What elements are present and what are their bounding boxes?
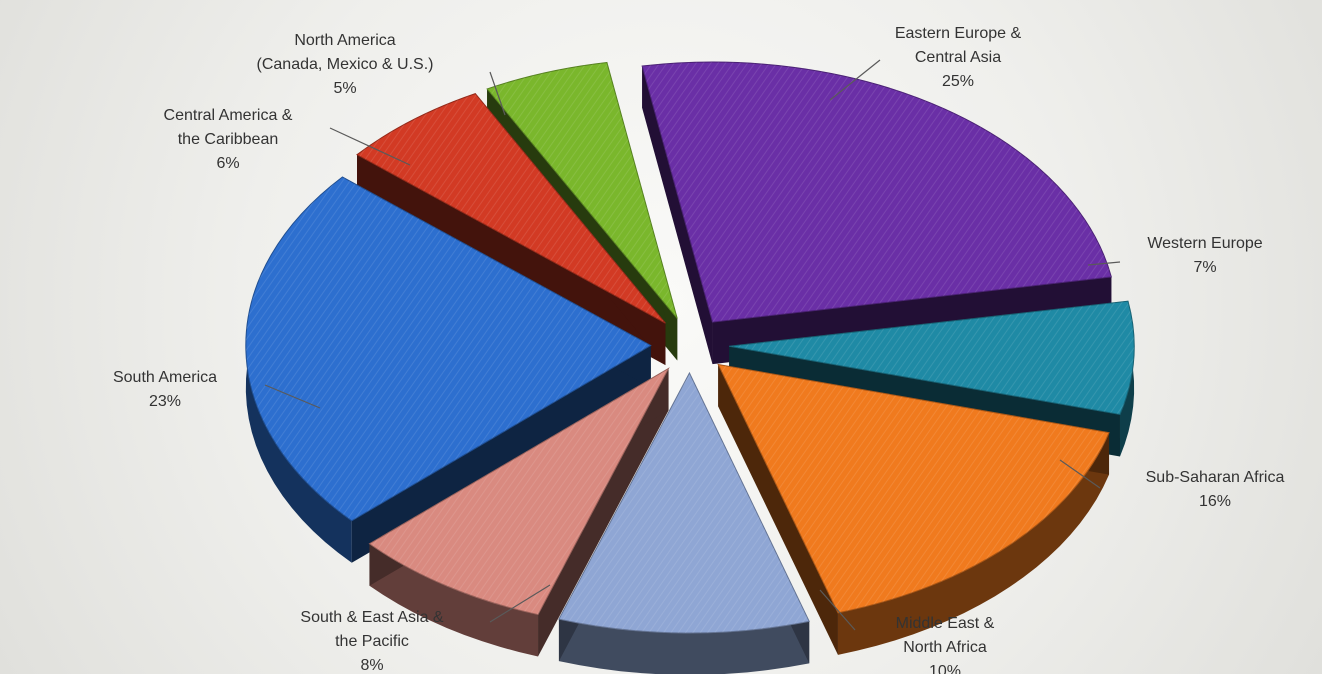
slice-percent-0: 25% <box>942 73 974 90</box>
slice-label-4: South & East Asia & the Pacific 8% <box>300 609 444 674</box>
slice-label-line-7-0: North America <box>294 32 395 49</box>
pie-slice-texture-4 <box>369 368 669 615</box>
leader-line-6 <box>329 127 411 166</box>
slice-label-line-6-0: Central America & <box>164 107 293 124</box>
slice-label-line-3-1: North Africa <box>903 639 987 656</box>
slice-percent-4: 8% <box>360 657 383 674</box>
slice-label-7: North America (Canada, Mexico & U.S.) 5% <box>257 32 434 97</box>
leader-line-7 <box>489 71 506 116</box>
slice-percent-2: 16% <box>1199 493 1231 510</box>
slice-label-3: Middle East & North Africa 10% <box>896 615 995 674</box>
slice-label-1: Western Europe 7% <box>1147 235 1262 276</box>
pie-slice-texture-5 <box>245 176 651 521</box>
pie-slice-texture-2 <box>718 364 1110 613</box>
slice-label-line-7-1: (Canada, Mexico & U.S.) <box>257 56 434 73</box>
leader-line-2 <box>1059 459 1101 489</box>
slice-label-2: Sub-Saharan Africa 16% <box>1146 469 1285 510</box>
slice-label-line-4-1: the Pacific <box>335 633 409 650</box>
slice-label-line-3-0: Middle East & <box>896 615 995 632</box>
slice-percent-6: 6% <box>216 155 239 172</box>
slice-percent-7: 5% <box>333 80 356 97</box>
pie-slice-texture-3 <box>558 372 810 633</box>
slice-edge-5-0 <box>351 345 651 563</box>
slice-label-0: Eastern Europe & Central Asia 25% <box>895 25 1022 90</box>
slice-label-line-0-1: Central Asia <box>915 49 1001 66</box>
slice-side-4 <box>369 543 539 657</box>
slice-side-2 <box>837 432 1110 655</box>
slice-edge-2-1 <box>718 364 838 655</box>
leader-line-4 <box>489 584 551 623</box>
slice-label-5: South America 23% <box>113 369 217 410</box>
slice-edge-4-0 <box>538 368 669 657</box>
slice-label-line-4-0: South & East Asia & <box>300 609 444 626</box>
leader-line-0 <box>829 59 881 101</box>
slice-percent-5: 23% <box>149 393 181 410</box>
slice-label-line-0-0: Eastern Europe & <box>895 25 1022 42</box>
slice-percent-1: 7% <box>1193 259 1216 276</box>
slice-side-3 <box>558 619 810 674</box>
slice-label-line-1-0: Western Europe <box>1147 235 1262 252</box>
slice-edge-0-0 <box>642 66 713 365</box>
leader-line-3 <box>819 589 856 631</box>
slice-label-line-5-0: South America <box>113 369 217 386</box>
slice-label-line-6-1: the Caribbean <box>178 131 279 148</box>
pie-slice-texture-7 <box>487 62 678 319</box>
pie-slice-texture-0 <box>642 62 1112 323</box>
leader-line-5 <box>264 384 321 409</box>
leader-line-1 <box>1087 261 1121 266</box>
slice-label-6: Central America & the Caribbean 6% <box>164 107 293 172</box>
pie-slice-texture-1 <box>729 301 1135 415</box>
slice-label-line-2-0: Sub-Saharan Africa <box>1146 469 1285 486</box>
slice-percent-3: 10% <box>929 663 961 674</box>
pie-slice-texture-6 <box>357 93 666 324</box>
